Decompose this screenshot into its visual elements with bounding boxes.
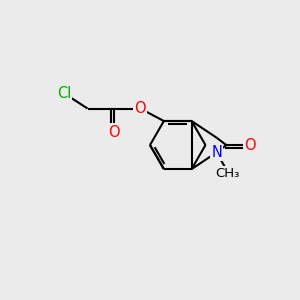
Text: N: N [211, 145, 222, 160]
Text: O: O [108, 124, 120, 140]
Text: O: O [134, 101, 146, 116]
Text: CH₃: CH₃ [215, 167, 240, 180]
Text: O: O [244, 137, 256, 152]
Text: Cl: Cl [57, 86, 71, 101]
